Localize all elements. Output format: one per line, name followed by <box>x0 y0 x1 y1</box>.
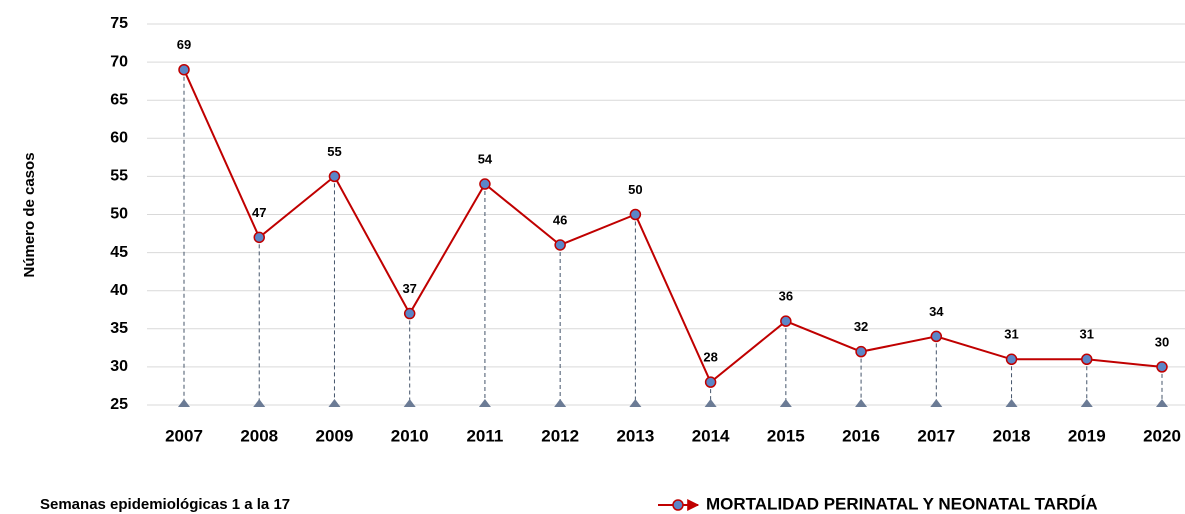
x-tick-label: 2008 <box>240 426 278 445</box>
point <box>479 178 491 190</box>
data-label: 36 <box>779 289 793 304</box>
footnote: Semanas epidemiológicas 1 a la 17 <box>40 496 290 513</box>
x-tick-label: 2019 <box>1068 426 1106 445</box>
point <box>780 315 792 327</box>
data-label: 37 <box>402 281 416 296</box>
point <box>328 170 341 183</box>
y-tick-label: 70 <box>110 53 128 70</box>
x-tick-label: 2014 <box>692 426 730 445</box>
base-triangle <box>554 399 567 407</box>
base-triangle <box>328 399 341 407</box>
y-tick-label: 45 <box>110 244 128 261</box>
x-tick-label: 2012 <box>541 426 579 445</box>
point <box>403 307 416 320</box>
base-triangle <box>855 399 868 407</box>
x-tick-label: 2020 <box>1143 426 1181 445</box>
legend-marker <box>672 499 684 511</box>
data-label: 47 <box>252 205 266 220</box>
y-tick-label: 30 <box>110 358 128 375</box>
data-label: 28 <box>703 350 717 365</box>
data-label: 69 <box>177 37 191 52</box>
point <box>704 376 717 388</box>
data-label: 34 <box>929 304 944 319</box>
data-label: 31 <box>1004 327 1018 342</box>
point <box>1156 361 1168 373</box>
point <box>1005 353 1018 366</box>
base-triangle <box>930 399 943 407</box>
base-triangle <box>1080 399 1093 407</box>
y-tick-label: 25 <box>110 396 128 413</box>
data-label: 54 <box>478 151 493 166</box>
legend-label: MORTALIDAD PERINATAL Y NEONATAL TARDÍA <box>706 494 1098 513</box>
data-label: 55 <box>327 144 341 159</box>
point <box>554 239 566 251</box>
y-tick-label: 40 <box>110 282 128 299</box>
series-line <box>183 69 1163 384</box>
y-tick-label: 75 <box>110 15 128 32</box>
data-label: 46 <box>553 212 567 227</box>
x-tick-label: 2018 <box>993 426 1031 445</box>
point <box>930 330 943 343</box>
point <box>629 208 642 221</box>
base-triangle <box>1156 399 1168 407</box>
base-triangle <box>704 399 717 407</box>
y-tick-label: 60 <box>110 130 128 147</box>
y-tick-label: 35 <box>110 320 128 337</box>
base-triangle <box>779 399 792 407</box>
point <box>855 345 867 358</box>
x-tick-label: 2015 <box>767 426 805 445</box>
x-tick-label: 2009 <box>316 426 354 445</box>
base-triangle <box>629 399 642 407</box>
y-tick-label: 65 <box>110 91 128 108</box>
base-triangle <box>178 399 190 407</box>
data-label: 32 <box>854 319 868 334</box>
x-tick-label: 2013 <box>616 426 654 445</box>
base-triangle <box>478 399 491 407</box>
base-triangle <box>403 399 416 407</box>
y-tick-label: 55 <box>110 168 128 185</box>
point <box>178 63 190 76</box>
data-label: 30 <box>1155 334 1169 349</box>
point <box>1081 353 1093 366</box>
y-tick-label: 50 <box>110 206 128 223</box>
y-axis-title: Número de casos <box>21 152 38 277</box>
x-tick-label: 2011 <box>466 426 503 445</box>
x-tick-label: 2007 <box>165 426 203 445</box>
point <box>253 231 265 244</box>
x-tick-label: 2010 <box>391 426 429 445</box>
data-label: 50 <box>628 182 642 197</box>
base-triangle <box>253 399 266 407</box>
x-tick-label: 2016 <box>842 426 880 445</box>
x-tick-label: 2017 <box>917 426 955 445</box>
base-triangle <box>1005 399 1018 407</box>
data-label: 31 <box>1080 327 1094 342</box>
